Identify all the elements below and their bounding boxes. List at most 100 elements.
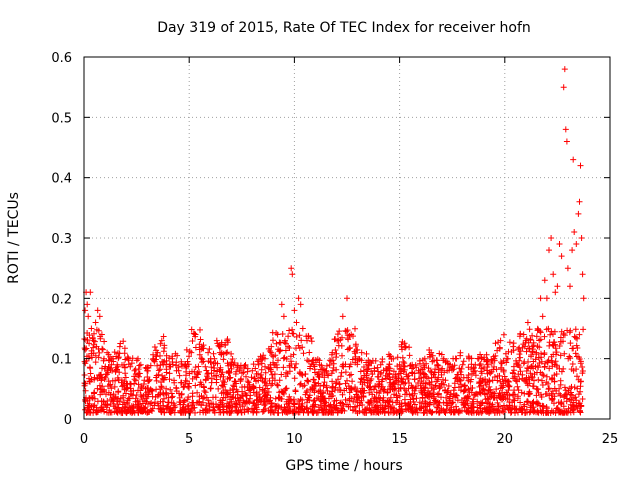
density-point	[432, 366, 439, 373]
density-point	[155, 367, 162, 374]
data-point	[293, 319, 300, 326]
density-point	[349, 356, 356, 363]
density-point	[574, 353, 580, 360]
density-point	[239, 403, 246, 410]
density-point	[409, 385, 416, 391]
density-point	[115, 376, 122, 383]
density-point	[132, 366, 139, 373]
density-point	[329, 378, 336, 385]
density-point	[181, 383, 188, 390]
density-point	[81, 382, 88, 389]
density-point	[409, 390, 416, 397]
density-point	[361, 379, 368, 386]
density-point	[465, 405, 472, 411]
density-point	[196, 351, 203, 358]
density-point	[149, 393, 156, 400]
density-point	[221, 381, 228, 388]
density-point	[493, 386, 500, 393]
density-point	[210, 394, 216, 401]
density-point	[339, 400, 346, 407]
density-point	[529, 383, 536, 390]
density-point	[450, 387, 457, 394]
density-point	[511, 403, 518, 410]
density-point	[561, 394, 567, 401]
density-point	[269, 375, 276, 382]
density-point	[183, 372, 189, 379]
density-point	[104, 366, 111, 373]
data-point	[289, 271, 296, 278]
density-point	[446, 367, 453, 374]
density-point	[328, 358, 335, 365]
density-point	[327, 409, 334, 416]
density-point	[128, 360, 135, 367]
density-point	[273, 340, 280, 347]
density-point	[320, 390, 327, 397]
density-point	[259, 378, 266, 385]
density-point	[367, 407, 374, 414]
density-point	[437, 384, 444, 391]
density-point	[336, 328, 343, 335]
density-point	[372, 357, 379, 364]
density-point	[379, 404, 386, 411]
density-point	[434, 399, 441, 405]
density-point	[88, 403, 95, 410]
density-point	[213, 337, 220, 344]
density-point	[231, 378, 238, 385]
density-point	[575, 391, 582, 398]
density-point	[275, 382, 281, 389]
density-point	[224, 400, 231, 407]
density-point	[198, 355, 205, 362]
density-point	[192, 344, 199, 351]
density-point	[470, 407, 477, 414]
density-point	[244, 399, 250, 406]
density-point	[545, 386, 552, 393]
density-point	[176, 372, 183, 379]
data-point	[575, 210, 582, 217]
density-point	[185, 394, 192, 401]
density-point	[362, 406, 369, 413]
density-point	[111, 349, 118, 356]
density-point	[398, 365, 404, 372]
density-point	[456, 365, 463, 372]
density-point	[363, 350, 370, 357]
density-point	[153, 377, 160, 384]
density-point	[464, 407, 471, 414]
density-point	[180, 384, 187, 391]
data-point	[478, 355, 485, 362]
density-point	[564, 395, 570, 402]
density-point	[160, 406, 167, 413]
density-point	[520, 341, 527, 348]
density-point	[289, 326, 296, 333]
density-point	[467, 385, 474, 391]
density-point	[427, 390, 434, 397]
data-point	[434, 361, 441, 368]
density-point	[335, 376, 341, 383]
density-point	[549, 396, 556, 402]
density-point	[373, 389, 380, 396]
density-point	[553, 364, 560, 370]
density-point	[315, 370, 322, 377]
density-point	[184, 358, 191, 365]
density-point	[297, 396, 304, 403]
data-point	[365, 361, 371, 368]
density-point	[87, 378, 93, 385]
density-point	[444, 402, 451, 409]
density-point	[557, 409, 564, 416]
density-point	[165, 399, 172, 406]
x-tick-label: 10	[286, 432, 303, 447]
density-point	[271, 371, 278, 378]
density-point	[540, 372, 547, 379]
density-point	[306, 392, 313, 399]
data-point	[344, 295, 350, 302]
density-point	[516, 357, 523, 364]
density-point	[367, 377, 374, 384]
density-point	[526, 326, 533, 333]
density-point	[539, 382, 546, 388]
density-point	[526, 388, 533, 395]
density-point	[137, 387, 144, 394]
density-point	[241, 406, 248, 413]
density-point	[183, 378, 190, 385]
density-point	[420, 387, 427, 394]
data-point	[310, 361, 317, 368]
density-point	[108, 396, 115, 403]
